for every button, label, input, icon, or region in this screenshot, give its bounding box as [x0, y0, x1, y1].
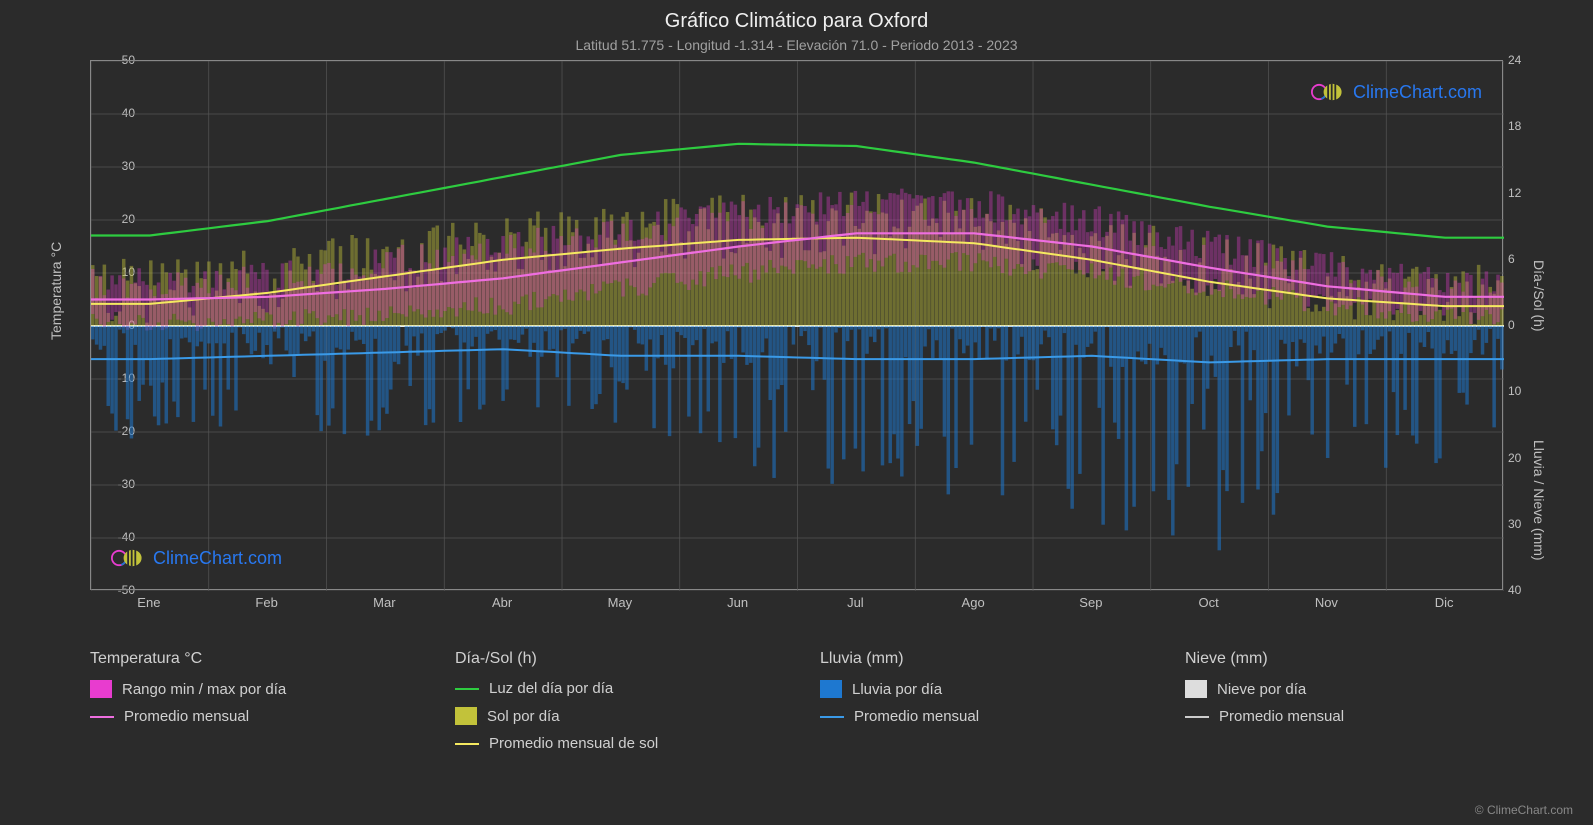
copyright: © ClimeChart.com [1475, 803, 1573, 817]
legend-sun-label: Sol por día [487, 708, 560, 725]
swatch-sun [455, 707, 477, 725]
legend-temp-title: Temperatura °C [90, 650, 415, 668]
legend-rain-avg: Promedio mensual [820, 708, 1145, 725]
legend-sun-avg-label: Promedio mensual de sol [489, 735, 658, 752]
legend-temp: Temperatura °C Rango min / max por día P… [90, 650, 415, 762]
y-axis-left-label: Temperatura °C [48, 242, 64, 340]
legend-temp-avg: Promedio mensual [90, 708, 415, 725]
legend-daysun: Día-/Sol (h) Luz del día por día Sol por… [455, 650, 780, 762]
brand-logo-top: ClimeChart.com [1311, 81, 1482, 103]
legend-rain-title: Lluvia (mm) [820, 650, 1145, 668]
legend-rain-daily-label: Lluvia por día [852, 681, 942, 698]
swatch-daylight [455, 688, 479, 690]
legend-temp-range: Rango min / max por día [90, 680, 415, 698]
legend-temp-range-label: Rango min / max por día [122, 681, 286, 698]
logo-icon [111, 547, 147, 569]
legend-temp-avg-label: Promedio mensual [124, 708, 249, 725]
legend-rain: Lluvia (mm) Lluvia por día Promedio mens… [820, 650, 1145, 762]
swatch-temp-avg [90, 716, 114, 718]
swatch-sun-avg [455, 743, 479, 745]
legend-rain-avg-label: Promedio mensual [854, 708, 979, 725]
legend: Temperatura °C Rango min / max por día P… [90, 650, 1510, 762]
chart-subtitle: Latitud 51.775 - Longitud -1.314 - Eleva… [0, 37, 1593, 53]
legend-snow: Nieve (mm) Nieve por día Promedio mensua… [1185, 650, 1510, 762]
chart-svg [91, 61, 1504, 591]
legend-rain-daily: Lluvia por día [820, 680, 1145, 698]
legend-snow-daily: Nieve por día [1185, 680, 1510, 698]
brand-logo-bottom: ClimeChart.com [111, 547, 282, 569]
swatch-snow [1185, 680, 1207, 698]
chart-area: Temperatura °C Día-/Sol (h) Lluvia / Nie… [40, 60, 1553, 620]
legend-daysun-title: Día-/Sol (h) [455, 650, 780, 668]
swatch-temp-range [90, 680, 112, 698]
swatch-rain-avg [820, 716, 844, 718]
legend-snow-daily-label: Nieve por día [1217, 681, 1306, 698]
legend-snow-avg-label: Promedio mensual [1219, 708, 1344, 725]
brand-text: ClimeChart.com [1353, 82, 1482, 103]
swatch-rain [820, 680, 842, 698]
logo-icon [1311, 81, 1347, 103]
brand-text: ClimeChart.com [153, 548, 282, 569]
legend-sun: Sol por día [455, 707, 780, 725]
plot-region: ClimeChart.com ClimeChart.com [90, 60, 1503, 590]
legend-daylight-label: Luz del día por día [489, 680, 613, 697]
chart-title: Gráfico Climático para Oxford [0, 0, 1593, 33]
legend-daylight: Luz del día por día [455, 680, 780, 697]
swatch-snow-avg [1185, 716, 1209, 718]
legend-snow-avg: Promedio mensual [1185, 708, 1510, 725]
legend-snow-title: Nieve (mm) [1185, 650, 1510, 668]
legend-sun-avg: Promedio mensual de sol [455, 735, 780, 752]
